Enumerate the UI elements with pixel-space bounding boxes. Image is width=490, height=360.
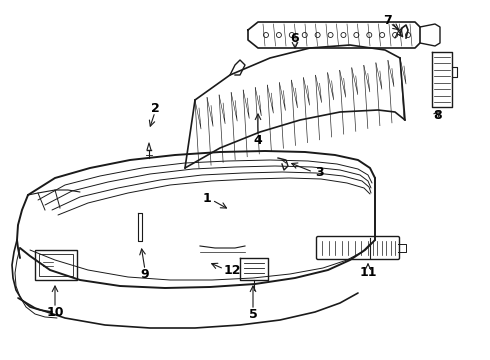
- Text: 9: 9: [141, 269, 149, 282]
- Bar: [39, 254, 73, 276]
- Text: 12: 12: [223, 264, 241, 276]
- Bar: [35, 250, 77, 280]
- Text: 3: 3: [316, 166, 324, 179]
- Text: 2: 2: [150, 102, 159, 114]
- Text: 10: 10: [46, 306, 64, 319]
- Text: 11: 11: [359, 266, 377, 279]
- Text: 7: 7: [383, 14, 392, 27]
- Text: 8: 8: [434, 108, 442, 122]
- Text: 5: 5: [248, 309, 257, 321]
- Text: 6: 6: [291, 32, 299, 45]
- Text: 4: 4: [254, 134, 262, 147]
- Text: 1: 1: [203, 192, 211, 204]
